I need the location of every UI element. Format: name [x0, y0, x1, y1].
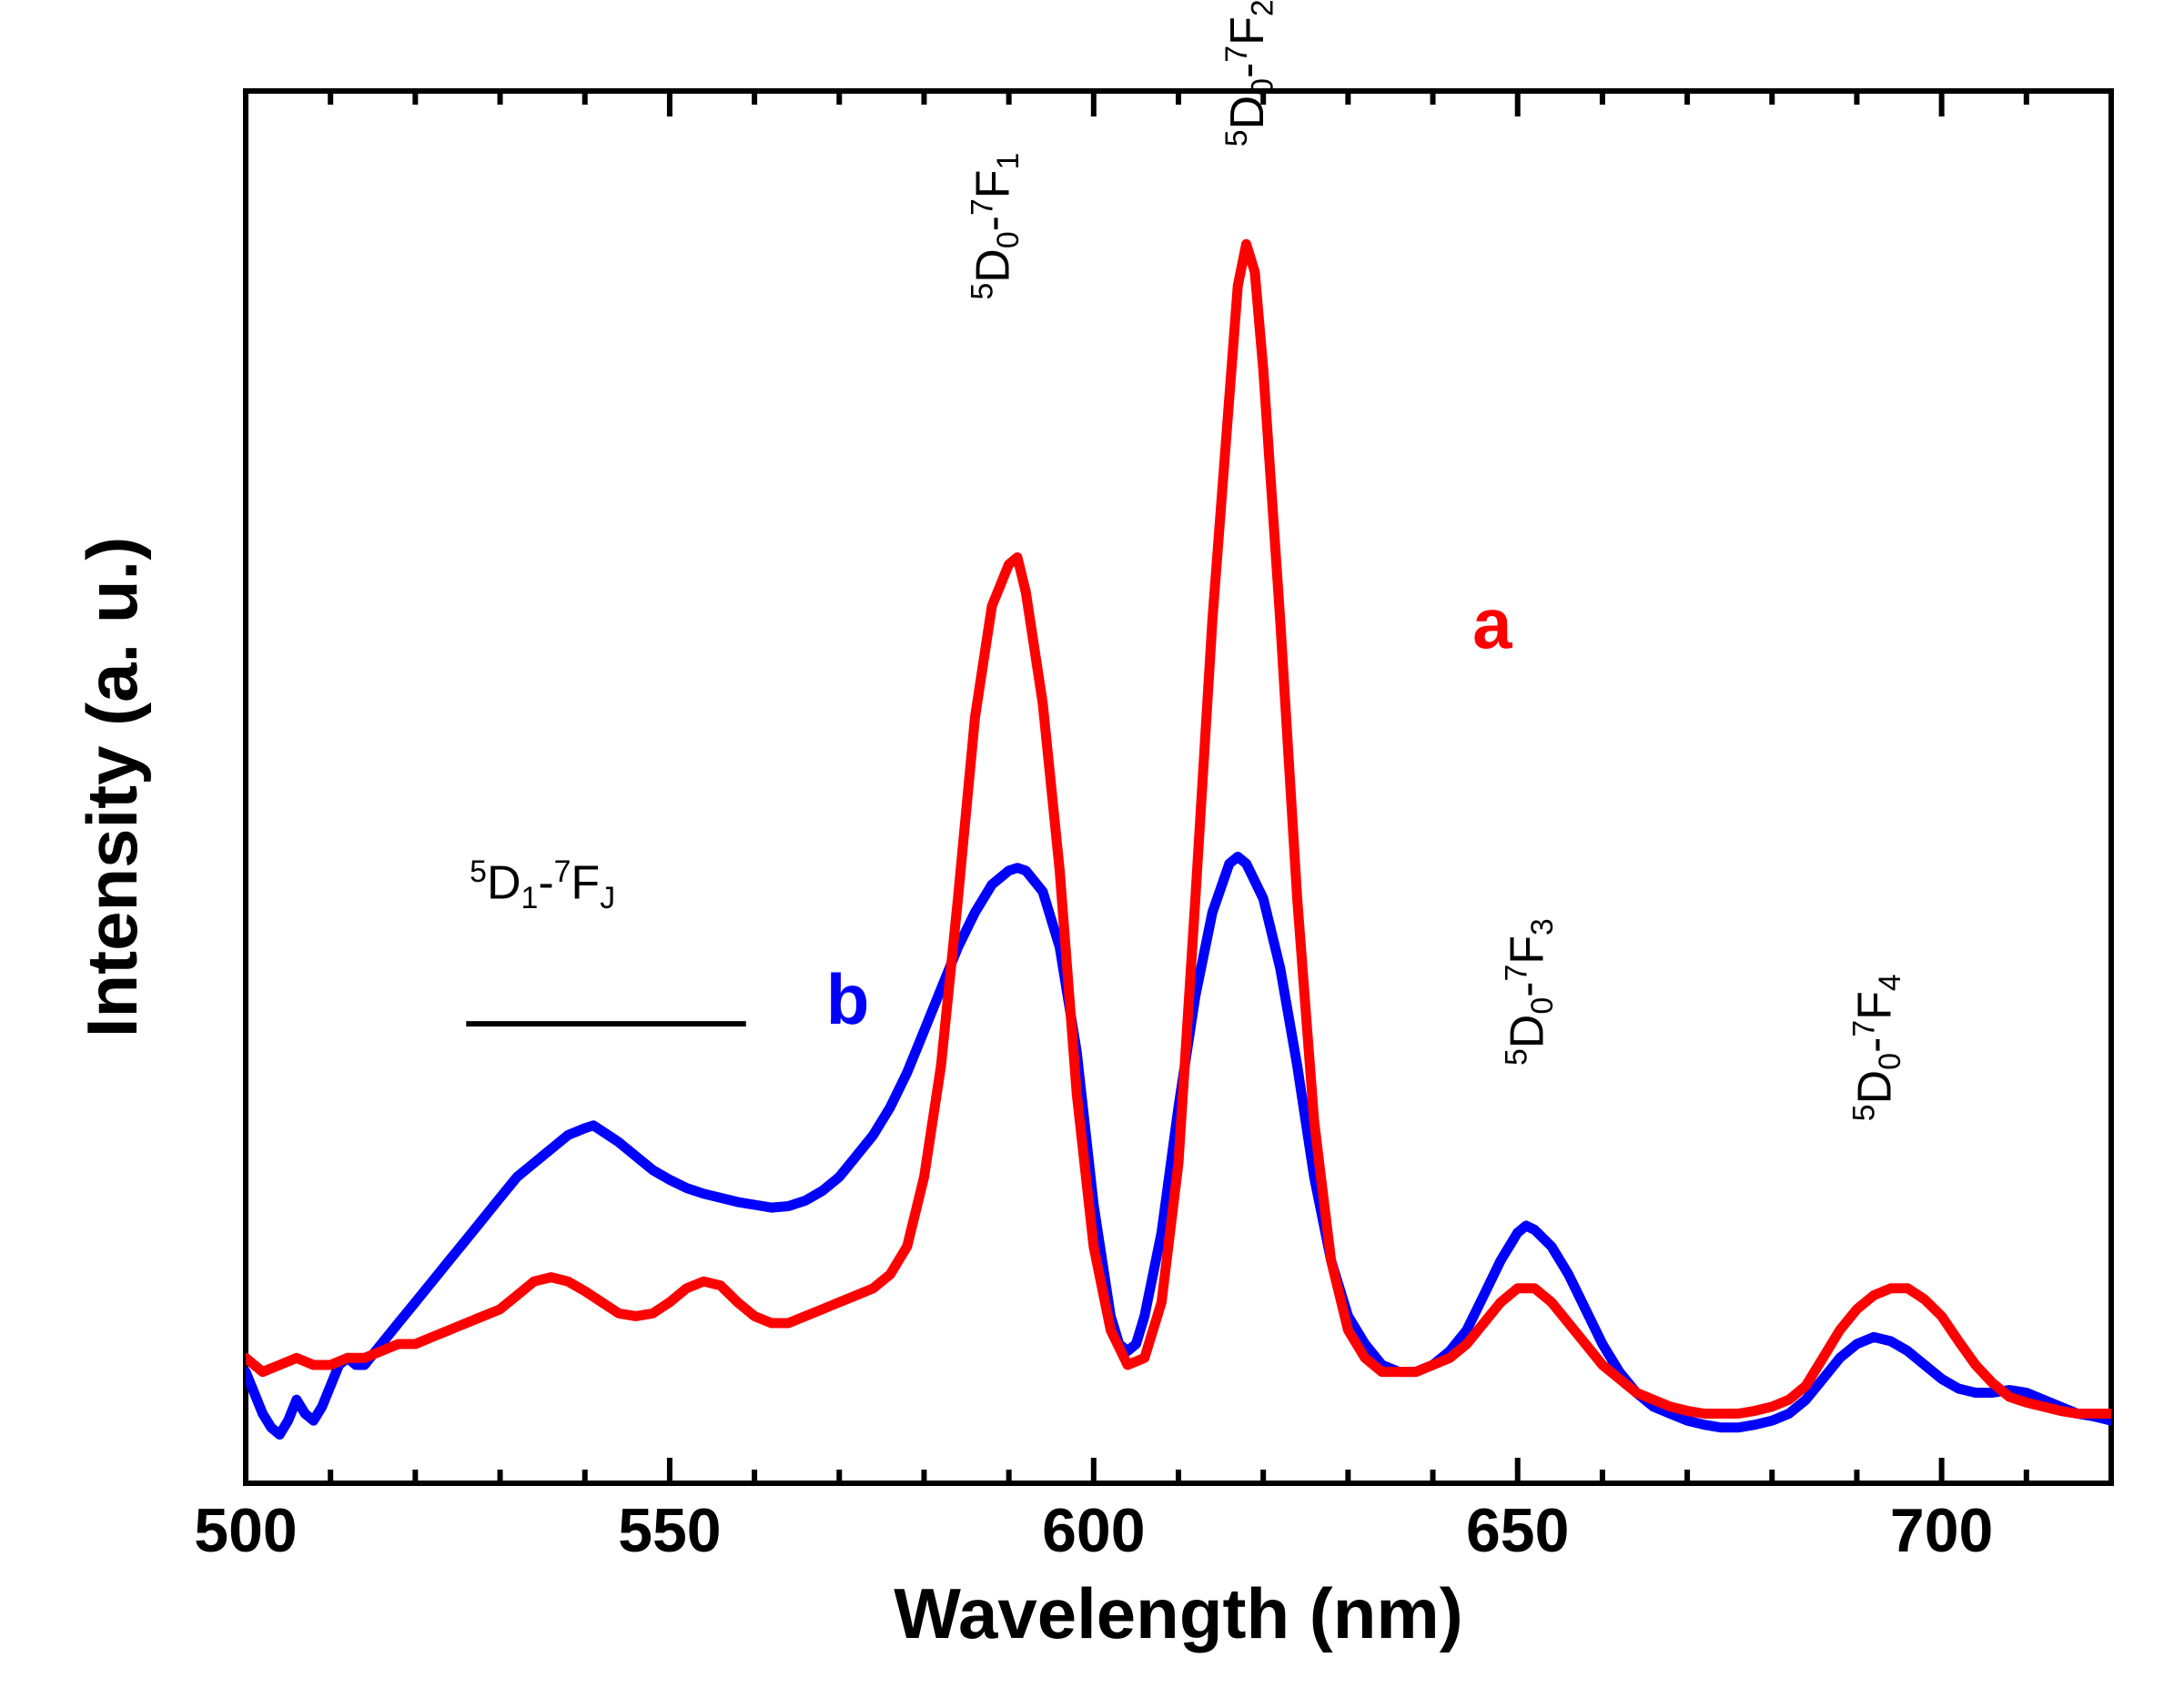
x-tick-label: 650: [1466, 1496, 1569, 1565]
series-label-a: a: [1472, 583, 1512, 663]
peak-label-d0f3: 5D0-7F3: [1499, 918, 1560, 1066]
peak-label-d1fj: 5D1-7FJ: [470, 854, 615, 915]
x-tick-label: 550: [618, 1496, 721, 1565]
series-label-b: b: [826, 959, 870, 1039]
y-axis-label: Intensity (a. u.): [72, 537, 152, 1037]
peak-label-d0f1: 5D0-7F1: [965, 153, 1026, 300]
x-axis-label: Wavelength (nm): [894, 1573, 1462, 1653]
chart-background: [0, 0, 2184, 1698]
svg-text:5D0-7F2: 5D0-7F2: [1219, 0, 1280, 147]
spectrum-chart: 500 550 600 650 700 Wavelength (nm) Intensity …: [0, 0, 2184, 1698]
x-tick-label: 500: [194, 1496, 297, 1565]
chart-container: 500 550 600 650 700 Wavelength (nm) Intensity …: [0, 0, 2184, 1698]
svg-text:5D1-7FJ: 5D1-7FJ: [470, 854, 615, 915]
x-tick-label: 600: [1042, 1496, 1145, 1565]
svg-text:5D0-7F3: 5D0-7F3: [1499, 918, 1560, 1066]
peak-label-d0f4: 5D0-7F4: [1847, 974, 1908, 1121]
svg-text:5D0-7F1: 5D0-7F1: [965, 153, 1026, 300]
svg-text:5D0-7F4: 5D0-7F4: [1847, 974, 1908, 1121]
peak-label-d0f2: 5D0-7F2: [1219, 0, 1280, 147]
x-tick-label: 700: [1890, 1496, 1993, 1565]
